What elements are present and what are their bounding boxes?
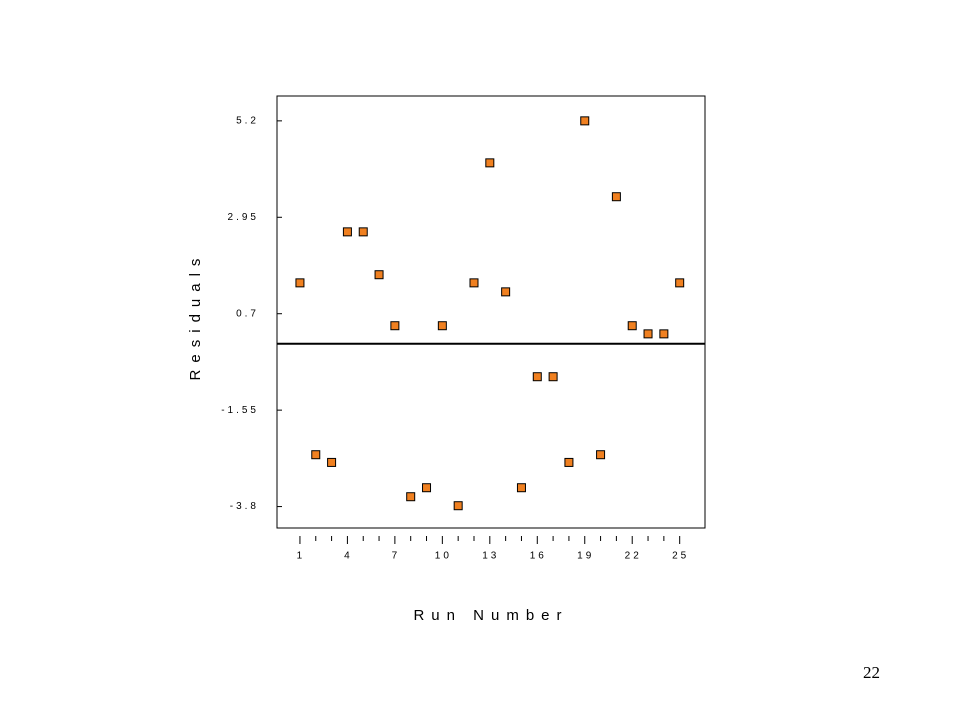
point [437,321,447,331]
point [501,287,511,297]
point [406,492,416,502]
y-axis-title: Residuals [187,252,204,381]
y-tick-label: -1.55 [221,405,259,416]
x-tick-label: 25 [672,551,689,562]
x-tick-label: 4 [344,551,353,562]
x-tick-label: 22 [625,551,642,562]
y-tick-label: 2.95 [228,212,259,223]
plot-frame [276,95,706,529]
point [564,457,574,467]
point [390,321,400,331]
x-tick-label: 16 [530,551,547,562]
x-tick-label: 19 [577,551,594,562]
point [643,329,653,339]
x-axis-title: Run Number [413,607,568,624]
point [675,278,685,288]
point [659,329,669,339]
point [342,227,352,237]
point [627,321,637,331]
x-tick-label: 7 [392,551,401,562]
x-tick-label: 13 [482,551,499,562]
x-tick-label: 10 [435,551,452,562]
point [548,372,558,382]
y-tick-label: 5.2 [236,115,259,126]
point [516,483,526,493]
point [358,227,368,237]
point [532,372,542,382]
point [422,483,432,493]
point [311,450,321,460]
point [295,278,305,288]
point [485,158,495,168]
point [327,457,337,467]
x-tick-label: 1 [297,551,306,562]
point [374,270,384,280]
point [596,450,606,460]
y-tick-label: 0.7 [236,308,259,319]
y-tick-label: -3.8 [230,501,259,512]
point [611,192,621,202]
page-number: 22 [863,663,880,682]
point [469,278,479,288]
point [580,116,590,126]
point [453,501,463,511]
